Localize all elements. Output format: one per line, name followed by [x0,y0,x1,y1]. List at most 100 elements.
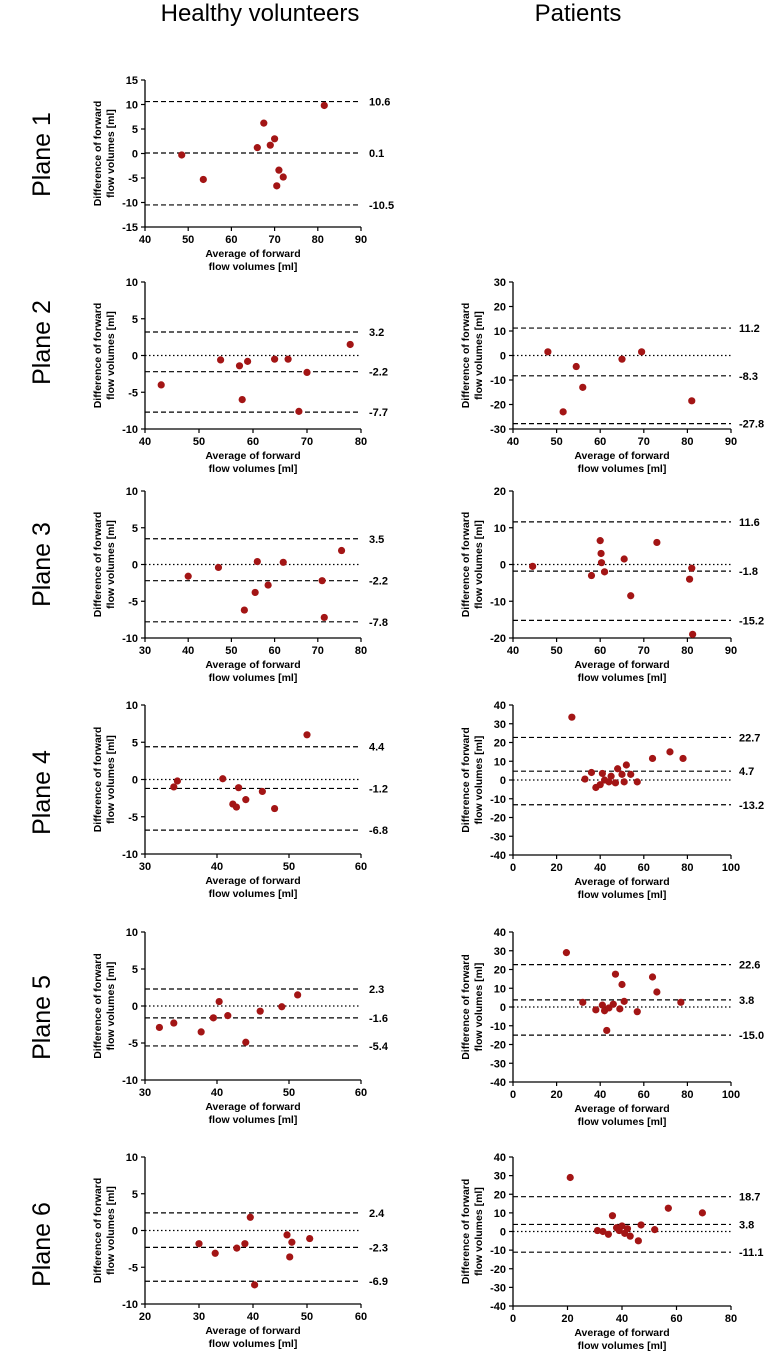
data-point [244,357,252,365]
y-tick-label: -20 [490,400,506,412]
data-point [685,575,694,583]
data-point [597,559,606,567]
data-point [566,1173,574,1182]
limit-label: -1.2 [369,783,388,795]
data-point [562,949,571,957]
plane-4-label: Plane 4 [27,750,56,835]
data-point [618,355,626,363]
y-tick-label: 10 [494,756,506,768]
data-point [664,1204,672,1212]
data-point [637,1221,645,1229]
x-tick-label: 60 [225,234,237,246]
data-point [251,1281,259,1289]
data-point [622,761,630,769]
y-tick-label: 10 [126,486,138,498]
data-point [240,606,248,614]
data-point [648,754,657,763]
y-tick-label: -5 [128,1262,138,1274]
x-tick-label: 60 [638,1089,650,1101]
y-tick-label: -20 [490,813,506,825]
x-tick-label: 50 [550,436,562,448]
limit-label: -6.9 [369,1276,388,1288]
y-tick-label: 0 [132,560,138,572]
y-axis-label: Difference of forwardflow volumes [ml] [92,953,117,1059]
x-axis-label: Average of forward flow volumes [ml] [574,1327,669,1352]
x-tick-label: 50 [225,645,237,657]
x-tick-label: 50 [193,436,205,448]
limit-label: -27.8 [739,419,764,431]
y-tick-label: 0 [500,560,506,572]
x-tick-label: 70 [268,234,280,246]
x-tick-label: 60 [594,436,606,448]
data-point [587,768,596,777]
x-tick-label: 50 [283,861,295,873]
p6-healthy-chart: -10 -5 0 5 10 20 30 40 50 60 Average of forward flo… [92,1152,388,1350]
plane-3-label: Plane 3 [27,522,56,607]
y-axis-label: Difference of forwardflow volumes [ml] [460,954,485,1060]
data-point [627,770,635,778]
data-point [618,980,626,989]
limit-label: 3.8 [739,1219,754,1231]
data-point [579,383,587,391]
x-tick-label: 50 [182,234,194,246]
x-tick-label: 60 [638,862,650,874]
x-tick-label: 80 [725,1313,737,1325]
healthy-volunteers-header: Healthy volunteers [160,0,360,27]
limit-label: 2.4 [369,1208,385,1220]
x-tick-label: 80 [681,1089,693,1101]
x-tick-label: 50 [301,1311,313,1323]
data-point [278,1003,286,1011]
data-point [242,1038,250,1046]
x-axis-label: Average of forward flow volumes [ml] [205,450,300,475]
data-point [219,775,227,783]
x-tick-label: 80 [312,234,324,246]
x-tick-label: 30 [193,1311,205,1323]
data-point [596,781,604,789]
y-axis-label: Difference of forwardflow volumes [ml] [92,1178,117,1284]
data-point [233,1244,241,1252]
y-tick-label: 10 [126,100,138,112]
x-axis-label: Average of forward flow volumes [ml] [205,659,300,684]
data-point [242,796,250,804]
x-tick-label: 20 [561,1313,573,1325]
data-point [286,1253,294,1261]
data-point [170,1019,178,1027]
data-point [688,397,696,405]
plane-5-label: Plane 5 [27,975,56,1060]
data-point [611,779,620,787]
data-point [303,731,311,739]
data-point [544,348,552,356]
data-point [579,998,587,1006]
data-point [195,1240,203,1248]
limit-label: -15.0 [739,1030,764,1042]
y-tick-label: -5 [128,812,138,824]
limit-label: -10.5 [369,200,394,212]
x-tick-label: 40 [507,436,519,448]
data-point [618,770,626,778]
y-tick-label: 10 [126,277,138,289]
y-tick-label: 0 [500,351,506,363]
limit-label: -15.2 [739,615,764,627]
data-point [559,408,567,416]
data-point [235,784,243,792]
data-point [633,778,641,786]
y-tick-label: -10 [122,1075,138,1087]
data-point [638,348,646,356]
y-tick-label: 5 [132,523,138,535]
limit-label: -7.7 [369,407,388,419]
data-point [209,1014,217,1022]
y-tick-label: -5 [128,1038,138,1050]
x-tick-label: 40 [594,862,606,874]
y-tick-label: -10 [490,1021,506,1033]
data-point [616,1005,624,1013]
data-point [251,588,259,597]
data-point [568,713,576,721]
x-tick-label: 100 [722,862,740,874]
y-tick-label: 10 [126,1152,138,1164]
limit-label: 22.6 [739,960,760,972]
data-point [620,555,628,563]
data-point [688,564,696,572]
limit-label: 10.6 [369,97,390,109]
x-tick-label: 40 [594,1089,606,1101]
limit-label: 0.1 [369,148,384,160]
